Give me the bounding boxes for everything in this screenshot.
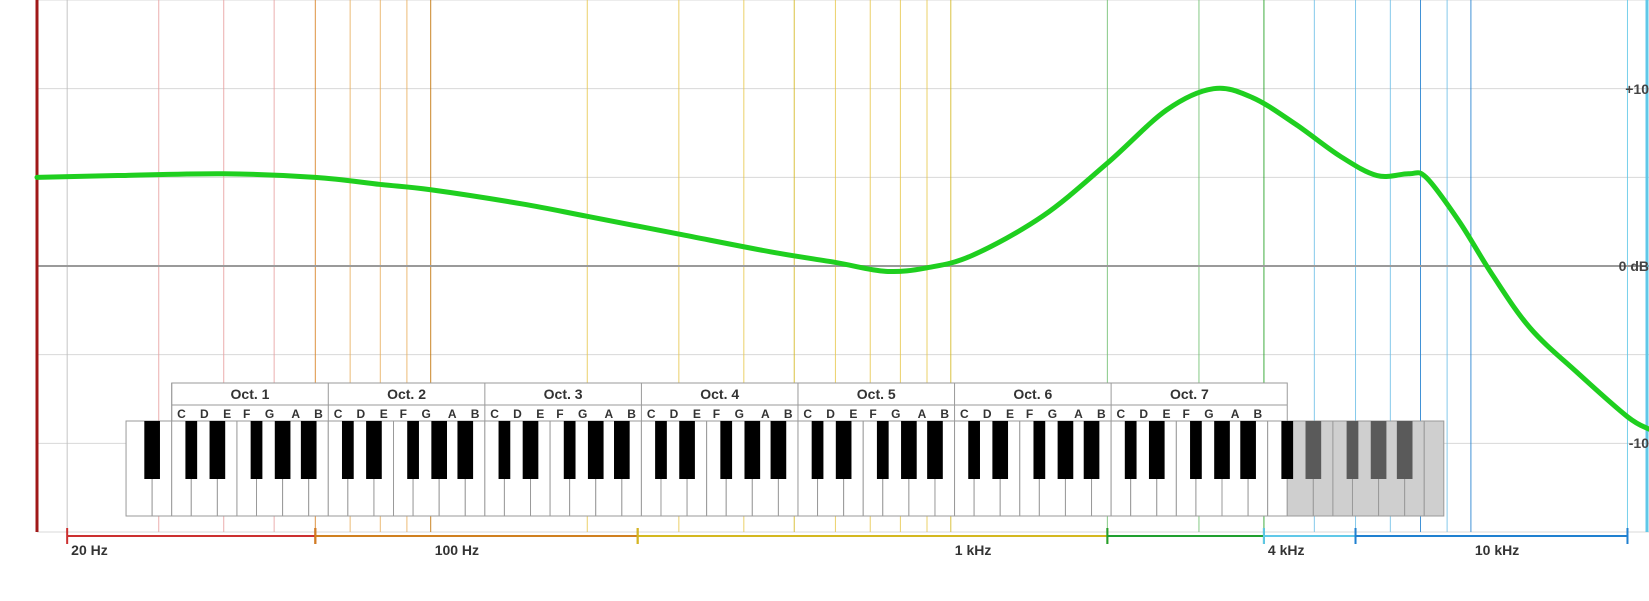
eq-chart: +100 dB-10 Oct. 1CDEFGABOct. 2CDEFGABOct… [0,0,1649,601]
x-tick-label: 20 Hz [71,542,108,558]
frequency-bands [0,0,1649,601]
x-tick-label: 10 kHz [1475,542,1519,558]
x-tick-label: 4 kHz [1268,542,1305,558]
x-tick-label: 1 kHz [955,542,992,558]
x-tick-label: 100 Hz [435,542,479,558]
